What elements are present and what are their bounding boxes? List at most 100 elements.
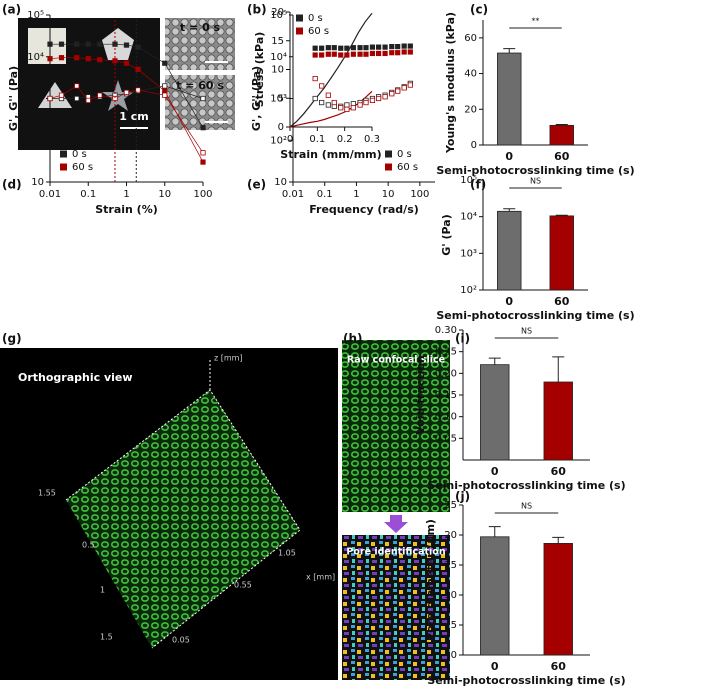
storage-marker xyxy=(331,51,337,57)
panel-label: (d) xyxy=(2,178,22,192)
x-tick-label: 0 xyxy=(491,465,499,478)
y-tick-label: 0.30 xyxy=(435,325,457,336)
storage-line xyxy=(50,43,204,128)
y-tick-label: 10⁵ xyxy=(270,10,287,21)
tick-label: 0.5 xyxy=(82,541,95,550)
loss-marker xyxy=(389,91,395,97)
storage-marker xyxy=(123,60,130,66)
y-tick-label: 0.05 xyxy=(435,433,457,444)
storage-marker xyxy=(350,45,356,51)
image-title: Pore identification xyxy=(346,547,445,558)
storage-marker xyxy=(162,60,168,66)
confocal-slice xyxy=(342,340,450,512)
loss-marker xyxy=(363,99,369,106)
y-tick-label: 15 xyxy=(444,560,457,571)
tick-label: 1.05 xyxy=(278,549,296,558)
loss-marker xyxy=(325,102,331,108)
loss-line xyxy=(50,85,204,99)
storage-marker xyxy=(363,45,369,51)
storage-marker xyxy=(97,41,103,47)
y-tick-label: 10⁴ xyxy=(27,52,44,63)
storage-marker xyxy=(135,44,141,50)
legend-label: 0 s xyxy=(72,149,87,160)
storage-marker xyxy=(47,56,53,62)
bar xyxy=(549,215,574,291)
line xyxy=(289,12,373,128)
y-axis-label: Young's modulus (kPa) xyxy=(444,12,457,154)
x-axis-label: Semi-photocrosslinking time (s) xyxy=(436,164,634,177)
line xyxy=(289,90,373,128)
y-tick-label: 10 xyxy=(444,590,457,601)
bar xyxy=(480,536,510,656)
storage-marker xyxy=(407,49,413,55)
y-tick-label: 40 xyxy=(464,69,477,80)
loss-marker xyxy=(47,95,53,102)
storage-marker xyxy=(389,50,395,56)
bar xyxy=(543,543,573,656)
panel-label: (c) xyxy=(470,3,488,17)
storage-marker xyxy=(357,45,363,51)
x-tick-label: 0.01 xyxy=(282,189,304,200)
x-tick-label: 0 xyxy=(505,150,513,163)
legend-label: 60 s xyxy=(308,26,329,37)
x-tick-label: 0.1 xyxy=(317,189,333,200)
panel-label: (b) xyxy=(247,3,267,17)
storage-marker xyxy=(357,51,363,57)
view-title: Orthographic view xyxy=(18,371,133,384)
error-bar xyxy=(555,214,568,216)
x-tick-label: 0.1 xyxy=(309,134,325,145)
storage-marker xyxy=(319,45,325,51)
tick-label: 0.05 xyxy=(172,636,190,645)
x-tick-label: 0.3 xyxy=(364,134,380,145)
x-tick-label: 60 xyxy=(551,465,567,478)
storage-marker xyxy=(395,50,401,56)
loss-marker xyxy=(319,83,325,89)
y-axis-label: G' (Pa) xyxy=(440,214,453,255)
legend-swatch xyxy=(385,163,392,171)
significance-label: ** xyxy=(532,17,540,26)
axis-label: x [mm] xyxy=(306,573,335,582)
scale-label: 1 cm xyxy=(119,110,148,123)
y-axis-label: G', G'' (Pa) xyxy=(250,66,263,131)
x-tick-label: 60 xyxy=(554,295,570,308)
y-tick-label: 0.10 xyxy=(435,412,457,423)
image-title: Raw confocal slice xyxy=(347,355,445,366)
storage-marker xyxy=(401,43,407,49)
panel-label: (a) xyxy=(2,3,21,17)
bar xyxy=(497,210,522,291)
y-tick-label: 10 xyxy=(274,177,287,188)
legend-swatch xyxy=(296,14,303,22)
volume xyxy=(66,390,300,648)
storage-marker xyxy=(395,44,401,50)
y-tick-label: 10² xyxy=(270,135,287,146)
arrow xyxy=(384,515,408,533)
orthographic-panel: Orthographic view z [mm] x [mm] 1.55 0.5… xyxy=(0,348,338,680)
significance-label: NS xyxy=(521,502,532,511)
error-bar xyxy=(552,356,565,382)
loss-marker xyxy=(382,94,388,100)
loss-marker xyxy=(344,106,350,112)
pore-map xyxy=(342,535,450,680)
loss-marker xyxy=(357,102,363,108)
storage-marker xyxy=(85,41,91,47)
x-tick-label: 0 xyxy=(505,295,513,308)
storage-marker xyxy=(369,50,376,57)
error-bar xyxy=(503,48,516,54)
storage-marker xyxy=(338,45,344,51)
storage-marker xyxy=(382,50,388,57)
storage-marker xyxy=(331,45,337,51)
y-tick-label: 10³ xyxy=(460,248,477,259)
y-tick-label: 10² xyxy=(460,285,477,296)
error-bar xyxy=(552,536,565,544)
storage-marker xyxy=(376,50,382,57)
loss-marker xyxy=(312,95,318,102)
x-tick-label: 0.1 xyxy=(80,189,96,200)
storage-marker xyxy=(344,45,350,51)
storage-marker xyxy=(58,41,65,47)
y-tick-label: 5 xyxy=(451,620,457,631)
y-tick-label: 10³ xyxy=(270,94,287,105)
tick-label: 1.5 xyxy=(100,633,113,642)
y-axis-label: Void fraction xyxy=(414,355,427,435)
storage-marker xyxy=(200,159,206,165)
